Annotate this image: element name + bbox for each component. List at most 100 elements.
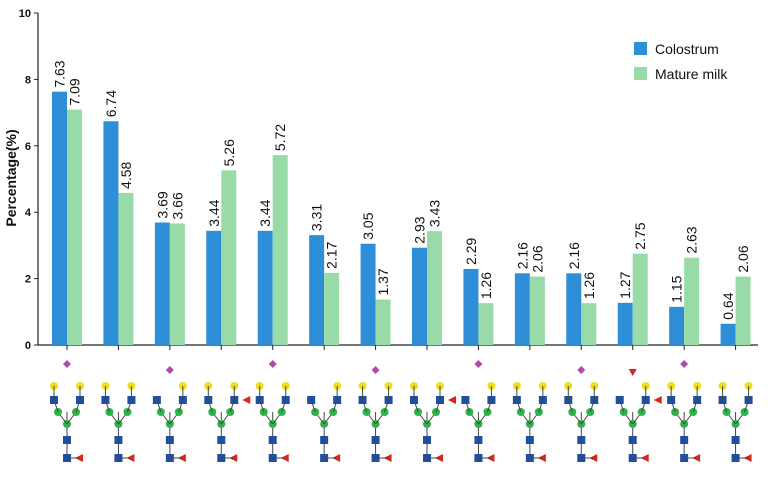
data-label: 3.69 [154,191,170,218]
glcnac-square-icon [320,436,329,444]
bar-mature-milk [684,257,700,345]
bar-colostrum [617,302,633,345]
sialic-acid-diamond-icon [268,360,277,368]
glcnac-square-icon [731,436,740,444]
glcnac-square-icon [371,436,380,444]
glcnac-square-icon [628,436,637,444]
data-label: 2.06 [735,245,751,272]
data-label: 2.06 [529,245,545,272]
data-label: 0.64 [720,292,736,319]
y-tick-label: 10 [19,8,31,20]
data-label: 2.16 [514,242,530,269]
data-label: 5.26 [221,139,237,166]
y-tick-label: 8 [25,74,31,86]
glcnac-square-icon [577,436,586,444]
sialic-acid-diamond-icon [371,366,380,374]
bar-colostrum [103,121,119,346]
bar-mature-milk [324,272,340,345]
data-label: 1.26 [581,272,597,299]
glcnac-square-icon [114,436,123,444]
glcnac-square-icon [165,436,174,444]
legend-swatch-mature-milk [634,67,647,80]
fucose-triangle-icon [448,396,456,404]
legend-label-mature-milk: Mature milk [655,66,728,82]
legend-label-colostrum: Colostrum [655,41,719,57]
fucose-triangle-icon [242,396,251,404]
bar-colostrum [514,273,530,345]
bar-mature-milk [67,109,82,345]
data-label: 3.05 [360,212,376,239]
bar-colostrum [154,222,170,345]
glcnac-square-icon [268,436,277,444]
bar-mature-milk [427,231,442,345]
data-label: 2.75 [632,222,648,249]
bar-mature-milk [632,253,648,345]
glcnac-square-icon [423,436,431,444]
glcnac-square-icon [615,396,624,404]
fucose-triangle-icon [653,396,662,404]
data-label: 3.44 [257,199,273,226]
legend: Colostrum Mature milk [634,41,728,82]
glcnac-square-icon [152,396,161,404]
glcnac-square-icon [217,436,226,444]
data-label: 1.37 [375,268,391,295]
data-label: 2.29 [463,238,479,265]
bars [52,91,751,346]
data-label: 1.15 [669,275,685,302]
bar-mature-milk [735,276,751,345]
legend-swatch-colostrum [634,42,647,55]
y-tick-label: 4 [25,207,32,219]
data-label: 2.17 [324,241,340,268]
y-tick-label: 6 [25,141,31,153]
bar-colostrum [257,230,273,345]
data-labels: 7.637.09 6.74 4.58 3.69 3.66 3.44 5.26 3.44 5.72… [52,60,752,320]
bar-colostrum [412,247,427,345]
glcnac-square-icon [461,396,470,404]
bar-mature-milk [375,299,391,345]
sialic-acid-diamond-icon [474,360,483,368]
bar-colostrum [52,91,67,346]
bar-colostrum [720,323,736,345]
data-label: 2.63 [684,226,700,253]
data-label: 2.93 [412,216,428,243]
sialic-acid-diamond-icon [63,360,71,368]
bar-mature-milk [478,303,494,345]
bar-mature-milk [529,276,545,345]
data-label: 3.44 [206,199,222,226]
glcnac-square-icon [307,396,316,404]
data-label: 7.63 [52,60,68,87]
fucose-triangle-icon [628,369,637,376]
bar-mature-milk [581,303,597,345]
data-label: 3.66 [169,192,185,219]
sialic-acid-diamond-icon [680,360,689,368]
y-tick-label: 2 [25,274,31,286]
glcnac-square-icon [474,436,483,444]
bar-colostrum [206,230,222,345]
data-label: 3.43 [427,200,443,227]
bar-mature-milk [272,155,288,345]
data-label: 5.72 [272,124,288,151]
glcnac-square-icon [680,436,689,444]
bar-mature-milk [169,223,185,345]
data-label: 7.09 [67,78,83,105]
sialic-acid-diamond-icon [165,366,174,374]
y-tick-label: 0 [25,340,31,352]
data-label: 1.27 [617,271,633,298]
data-label: 1.26 [478,272,494,299]
bar-mature-milk [221,170,237,345]
bar-mature-milk [118,192,134,345]
glcnac-square-icon [525,436,534,444]
glycan-structures [50,360,753,462]
y-axis-label: Percentage(%) [3,129,19,226]
data-label: 4.58 [118,161,134,188]
bar-colostrum [566,273,582,345]
data-label: 2.16 [566,242,582,269]
glcnac-square-icon [63,436,71,444]
bar-colostrum [309,235,325,345]
sialic-acid-diamond-icon [577,366,586,374]
bar-colostrum [360,243,376,345]
data-label: 6.74 [103,90,119,117]
bar-colostrum [463,268,479,345]
bar-colostrum [669,306,685,345]
